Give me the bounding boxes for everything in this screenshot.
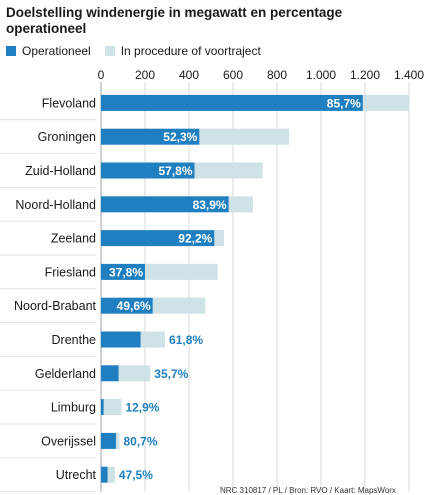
- legend-item-pipeline: In procedure of voortraject: [104, 44, 261, 58]
- x-tick-label: 1.000: [306, 68, 336, 82]
- bar-operational: [101, 263, 145, 280]
- x-tick-label: 1.200: [350, 68, 380, 82]
- legend-swatch-pipeline: [104, 46, 115, 56]
- chart-title: Doelstelling windenergie in megawatt en …: [6, 5, 343, 36]
- bar-pipeline: [145, 263, 218, 280]
- bar-pipeline: [103, 399, 122, 416]
- bar-pipeline: [107, 466, 115, 483]
- category-label: Noord-Brabant: [14, 299, 97, 313]
- bar-operational: [101, 297, 153, 314]
- category-label: Overijssel: [41, 434, 96, 448]
- percent-label: 37,8%: [109, 265, 143, 279]
- x-tick-label: 0: [98, 68, 105, 82]
- percent-label: 83,9%: [193, 198, 227, 212]
- category-label: Zuid-Holland: [25, 164, 96, 178]
- category-label: Limburg: [51, 401, 96, 415]
- bar-operational: [101, 399, 104, 416]
- percent-label: 92,2%: [178, 232, 212, 246]
- percent-label: 47,5%: [119, 468, 153, 482]
- x-tick-label: 800: [267, 68, 287, 82]
- category-label: Zeeland: [51, 232, 96, 246]
- legend-label-pipeline: In procedure of voortraject: [120, 44, 261, 58]
- bar-pipeline: [214, 230, 224, 247]
- legend-item-operational: Operationeel: [6, 44, 91, 58]
- bar-pipeline: [118, 365, 151, 382]
- percent-label: 61,8%: [169, 333, 203, 347]
- bar-pipeline: [362, 94, 409, 111]
- bar-operational: [101, 162, 195, 179]
- bar-operational: [101, 128, 200, 145]
- bar-operational: [101, 432, 116, 449]
- percent-label: 12,9%: [125, 401, 159, 415]
- source-credit: NRC 310817 / PL / Bron: RVO / Kaart: Map…: [220, 486, 396, 495]
- bar-operational: [101, 331, 141, 348]
- category-label: Friesland: [45, 265, 96, 279]
- bar-pipeline: [199, 128, 290, 145]
- legend-swatch-operational: [6, 46, 16, 56]
- percent-label: 35,7%: [154, 367, 188, 381]
- percent-label: 52,3%: [163, 130, 197, 144]
- bar-operational: [101, 365, 119, 382]
- percent-label: 85,7%: [327, 96, 361, 110]
- x-tick-label: 200: [135, 68, 155, 82]
- bar-operational: [101, 94, 363, 111]
- legend-label-operational: Operationeel: [22, 44, 91, 58]
- category-label: Noord-Holland: [15, 198, 96, 212]
- bar-operational: [101, 196, 229, 213]
- percent-label: 49,6%: [117, 299, 151, 313]
- x-tick-label: 600: [223, 68, 243, 82]
- category-label: Flevoland: [42, 96, 96, 110]
- bar-pipeline: [228, 196, 254, 213]
- category-label: Gelderland: [35, 367, 96, 381]
- bar-pipeline: [194, 162, 263, 179]
- category-label: Drenthe: [52, 333, 97, 347]
- percent-label: 57,8%: [158, 164, 192, 178]
- category-label: Utrecht: [56, 468, 97, 482]
- bar-operational: [101, 230, 215, 247]
- category-label: Groningen: [38, 130, 96, 144]
- percent-label: 80,7%: [123, 434, 157, 448]
- x-tick-label: 400: [179, 68, 199, 82]
- bar-pipeline: [115, 432, 120, 449]
- bar-pipeline: [152, 297, 206, 314]
- legend: Operationeel In procedure of voortraject: [6, 44, 275, 58]
- x-tick-label: 1.400: [394, 68, 424, 82]
- bar-operational: [101, 466, 108, 483]
- bar-pipeline: [140, 331, 166, 348]
